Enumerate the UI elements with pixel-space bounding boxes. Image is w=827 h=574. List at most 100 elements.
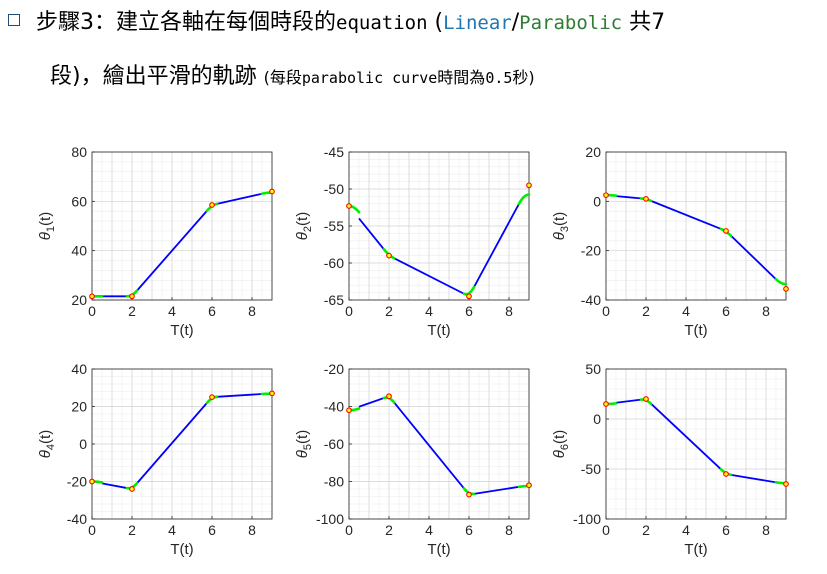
parabolic-blend — [462, 285, 476, 296]
heading-note-b: parabolic curve — [301, 69, 438, 87]
y-tick-label: -45 — [324, 144, 344, 160]
chart-6: 0 2 4 6 8 -100 -50 0 50 T(t) θ6(t) — [551, 361, 789, 558]
y-tick-label: -55 — [324, 218, 344, 234]
via-point — [129, 486, 135, 492]
via-point — [386, 252, 392, 259]
y-tick-label: 0 — [593, 193, 601, 209]
y-tick-label: -65 — [324, 292, 344, 308]
y-tick-label: -50 — [324, 181, 344, 197]
x-tick-label: 8 — [248, 522, 256, 538]
via-point — [723, 228, 729, 234]
x-tick-label: 2 — [642, 303, 650, 319]
x-tick-label: 6 — [465, 522, 473, 538]
y-tick-label: -40 — [581, 292, 601, 308]
x-tick-label: 4 — [425, 522, 433, 538]
linear-segment — [216, 393, 263, 398]
y-tick-label: -60 — [324, 255, 344, 271]
x-tick-label: 4 — [168, 303, 176, 319]
y-tick-label: 20 — [585, 144, 601, 160]
x-tick-label: 0 — [88, 522, 96, 538]
y-tick-label: 60 — [71, 193, 87, 209]
linear-segment — [358, 217, 385, 250]
y-axis-label: θ1(t) — [37, 212, 57, 240]
y-tick-label: -20 — [67, 474, 87, 490]
parabolic-blend — [774, 277, 788, 286]
heading-slash: / — [511, 10, 520, 35]
x-tick-label: 2 — [642, 522, 650, 538]
x-tick-label: 8 — [505, 303, 513, 319]
chart-1: 0 2 4 6 8 20 40 60 80 T(t) θ1(t) — [37, 144, 275, 339]
via-point — [346, 407, 352, 414]
axes-box — [605, 151, 787, 301]
linear-segment — [650, 403, 722, 470]
x-tick-label: 4 — [682, 522, 690, 538]
axes-box — [605, 368, 787, 520]
y-axis-label: θ2(t) — [294, 212, 314, 240]
y-tick-label: 0 — [79, 436, 87, 452]
y-tick-label: 80 — [71, 144, 87, 160]
y-tick-label: -20 — [324, 361, 344, 377]
x-tick-label: 6 — [208, 522, 216, 538]
x-tick-label: 0 — [345, 522, 353, 538]
parabolic-blend — [517, 193, 531, 206]
x-tick-label: 6 — [465, 303, 473, 319]
x-tick-label: 0 — [602, 303, 610, 319]
y-tick-label: -100 — [316, 511, 344, 527]
y-tick-label: -80 — [324, 474, 344, 490]
linear-segment — [393, 401, 465, 490]
chart-3: 0 2 4 6 8 -40 -20 0 20 T(t) θ3(t) — [551, 144, 789, 339]
x-axis-label: T(t) — [170, 322, 193, 339]
via-point — [129, 293, 135, 300]
linear-segment — [615, 398, 642, 404]
y-tick-label: -50 — [581, 461, 601, 477]
via-point — [603, 192, 609, 199]
linear-segment — [650, 200, 722, 230]
heading-line-1: 步驟3：建立各軸在每個時段的equation (Linear/Parabolic… — [8, 8, 665, 38]
y-tick-label: -100 — [573, 511, 601, 527]
via-point — [466, 491, 472, 498]
y-tick-label: -20 — [581, 243, 601, 259]
x-tick-label: 0 — [602, 522, 610, 538]
via-point — [269, 188, 275, 195]
y-axis-label: θ6(t) — [551, 430, 571, 458]
via-point — [209, 394, 215, 400]
heading-linear-word: Linear — [443, 12, 512, 34]
x-tick-label: 6 — [722, 303, 730, 319]
x-axis-label: T(t) — [170, 541, 193, 558]
axes-box — [91, 151, 273, 301]
linear-segment — [615, 195, 642, 200]
x-tick-label: 8 — [762, 522, 770, 538]
x-tick-label: 4 — [682, 303, 690, 319]
linear-segment — [730, 473, 777, 484]
heading-prefix: 步驟3：建立各軸在每個時段的 — [36, 10, 336, 35]
x-tick-label: 6 — [722, 522, 730, 538]
via-point — [643, 396, 649, 402]
y-tick-label: 20 — [71, 292, 87, 308]
x-axis-label: T(t) — [427, 322, 450, 339]
heading-paren-open: ( — [427, 10, 444, 35]
via-point — [643, 196, 649, 202]
y-tick-label: 40 — [71, 361, 87, 377]
heading-parabolic-word: Parabolic — [519, 12, 623, 34]
x-tick-label: 4 — [425, 303, 433, 319]
y-axis-label: θ5(t) — [294, 430, 314, 458]
via-point — [209, 202, 215, 208]
chart-5: 0 2 4 6 8 -100 -80 -60 -40 -20 T(t) θ5(t) — [294, 361, 532, 558]
via-point — [783, 286, 789, 292]
y-tick-label: 20 — [71, 399, 87, 415]
x-tick-label: 0 — [88, 303, 96, 319]
via-point — [526, 482, 532, 489]
heading-note-a: (每段 — [263, 68, 302, 87]
y-tick-label: 40 — [71, 243, 87, 259]
bullet-square-icon — [8, 14, 20, 26]
heading-note-e: 秒) — [512, 68, 535, 87]
via-point — [466, 293, 472, 300]
x-tick-label: 8 — [762, 303, 770, 319]
y-tick-label: -60 — [324, 436, 344, 452]
heading-line2-main: 段)，繪出平滑的軌跡 — [50, 64, 264, 89]
linear-segment — [358, 397, 385, 408]
linear-segment — [136, 210, 208, 292]
via-point — [269, 390, 275, 397]
via-point — [603, 401, 609, 407]
